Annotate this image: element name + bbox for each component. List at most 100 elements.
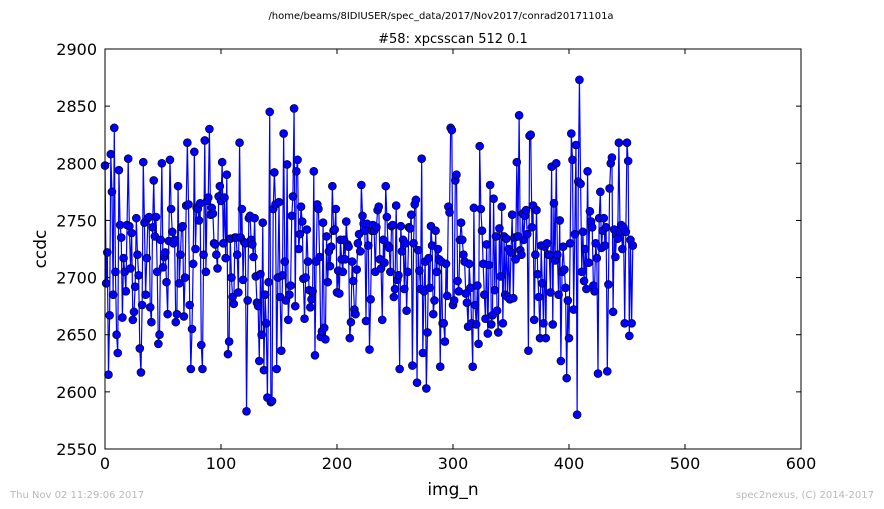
data-point	[237, 204, 247, 214]
data-point	[235, 138, 244, 148]
data-point	[374, 202, 384, 212]
data-point	[205, 124, 214, 134]
data-point	[529, 315, 539, 325]
data-point	[591, 238, 600, 248]
data-point	[112, 330, 121, 340]
footer-timestamp: Thu Nov 02 11:29:06 2017	[9, 490, 144, 501]
data-point	[531, 250, 540, 260]
data-point	[627, 318, 636, 328]
data-point	[611, 252, 620, 262]
data-point	[477, 226, 487, 236]
data-point	[137, 300, 147, 310]
data-point	[351, 309, 360, 319]
data-point	[173, 181, 183, 191]
data-point	[282, 160, 292, 169]
data-point	[583, 166, 592, 176]
data-point	[514, 110, 524, 120]
data-point	[440, 337, 450, 346]
data-point	[364, 241, 373, 250]
data-point	[303, 257, 313, 266]
data-point	[563, 296, 573, 305]
data-point	[604, 280, 613, 289]
data-point	[158, 262, 168, 272]
data-point	[534, 292, 544, 302]
data-point	[261, 318, 271, 328]
data-point	[221, 253, 230, 263]
data-point	[165, 155, 175, 165]
data-point	[456, 218, 466, 228]
data-point	[541, 333, 551, 343]
data-point	[607, 153, 617, 162]
data-point	[224, 337, 234, 346]
data-point	[396, 221, 406, 231]
data-point	[145, 302, 155, 312]
data-point	[296, 202, 306, 212]
data-point	[355, 246, 365, 256]
data-point	[200, 136, 210, 145]
data-point	[199, 250, 208, 260]
data-point	[105, 310, 114, 320]
data-point	[579, 276, 589, 286]
data-point	[180, 273, 190, 282]
data-point	[149, 176, 159, 185]
data-point	[425, 283, 435, 293]
data-point	[481, 314, 490, 324]
data-point	[344, 242, 353, 252]
data-point	[260, 290, 270, 300]
data-point	[123, 154, 133, 164]
data-point	[386, 267, 395, 277]
data-point	[104, 370, 113, 380]
data-point	[219, 238, 228, 248]
data-point	[315, 252, 324, 262]
data-point	[590, 286, 599, 296]
data-point	[526, 130, 536, 140]
data-point	[556, 356, 566, 366]
data-point	[430, 296, 439, 305]
data-point	[411, 195, 421, 205]
data-point	[601, 222, 611, 232]
data-point	[480, 290, 489, 300]
data-point	[521, 205, 531, 215]
x-axis-ticks: 0 100 200 300 400 500 600	[100, 49, 816, 473]
data-point	[593, 369, 603, 378]
data-point	[163, 309, 172, 319]
data-point	[565, 238, 575, 248]
data-point	[232, 250, 242, 260]
series-layer	[100, 75, 638, 420]
data-point	[517, 250, 526, 260]
data-point	[524, 346, 533, 356]
data-point	[309, 166, 319, 176]
data-point	[605, 184, 614, 193]
data-point	[147, 317, 156, 327]
data-point	[377, 315, 387, 325]
data-point	[176, 250, 185, 260]
data-point	[330, 225, 339, 234]
data-point	[587, 222, 597, 232]
data-point	[133, 250, 142, 260]
data-point	[308, 286, 317, 296]
data-point	[403, 267, 413, 277]
x-axis-label: img_n	[427, 480, 478, 500]
data-point	[198, 364, 207, 374]
data-point	[621, 227, 631, 237]
data-point	[578, 227, 588, 237]
data-point	[194, 216, 204, 225]
data-point	[380, 258, 389, 268]
data-point	[532, 205, 541, 215]
data-point	[432, 267, 442, 277]
y-tick-label: 2600	[56, 383, 97, 402]
data-point	[570, 229, 580, 239]
data-point	[569, 305, 578, 314]
data-point	[326, 242, 336, 252]
data-point	[423, 328, 432, 337]
data-point	[191, 244, 200, 254]
data-point	[618, 244, 627, 254]
data-point	[264, 277, 273, 287]
chart-title: #58: xpcsscan 512 0.1	[378, 32, 528, 47]
y-tick-label: 2550	[56, 440, 97, 459]
data-point	[572, 410, 582, 420]
data-point	[167, 227, 177, 237]
data-point	[138, 157, 148, 167]
data-point	[267, 396, 277, 406]
